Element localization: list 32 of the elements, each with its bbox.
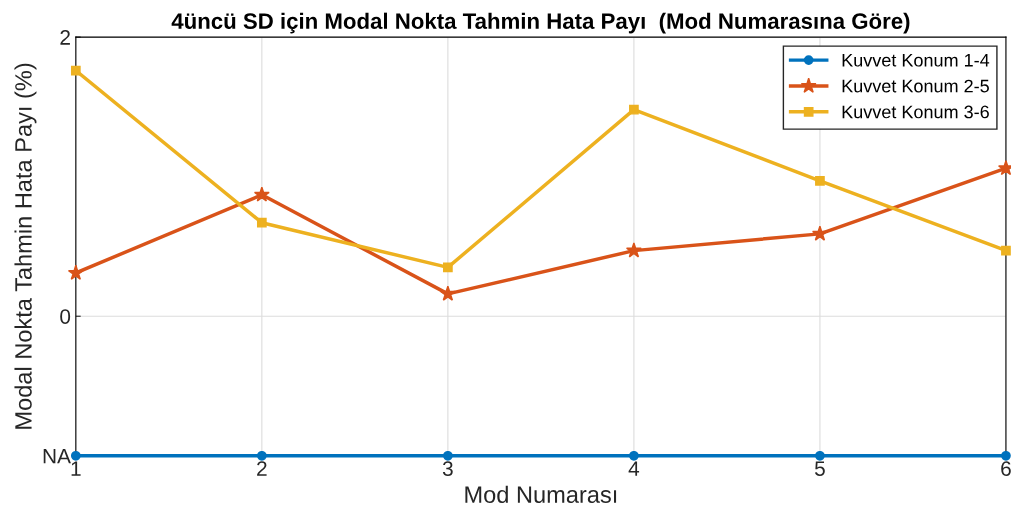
point <box>1001 245 1011 256</box>
point <box>253 186 270 202</box>
point <box>811 225 828 241</box>
y-tick-label: 2 <box>60 30 70 45</box>
point <box>629 450 639 461</box>
y-axis-title: Modal Nokta Tahmin Hata Payı (%) <box>14 63 37 429</box>
point <box>815 450 825 461</box>
point <box>439 285 456 301</box>
x-tick-label: 4 <box>628 461 640 476</box>
x-tick-label: 1 <box>71 461 81 476</box>
y-tick-label: 0 <box>60 309 71 324</box>
x-tick-label: 3 <box>442 461 453 476</box>
point <box>625 242 642 258</box>
x-tick-label: 5 <box>814 461 825 476</box>
point <box>70 450 81 461</box>
point <box>70 65 81 76</box>
x-tick-label: 2 <box>257 461 267 476</box>
point <box>629 104 639 115</box>
x-tick-label: 6 <box>1001 461 1011 476</box>
point <box>256 217 267 228</box>
point <box>443 450 453 461</box>
chart-title: 4üncü SD için Modal Nokta Tahmin Hata Payı (Mod Numarasına Göre) <box>171 12 910 34</box>
legend-label: Kuvvet Konum 1-4 <box>842 54 990 67</box>
legend-label: Kuvvet Konum 3-6 <box>842 105 989 119</box>
legend-label: Kuvvet Konum 2-5 <box>842 79 989 93</box>
point <box>1001 450 1011 461</box>
x-axis-title: Mod Numarası <box>465 485 617 503</box>
point <box>67 264 84 280</box>
point <box>256 450 267 461</box>
point <box>443 262 453 273</box>
point <box>815 175 825 186</box>
y-tick-label: NA <box>43 449 71 464</box>
